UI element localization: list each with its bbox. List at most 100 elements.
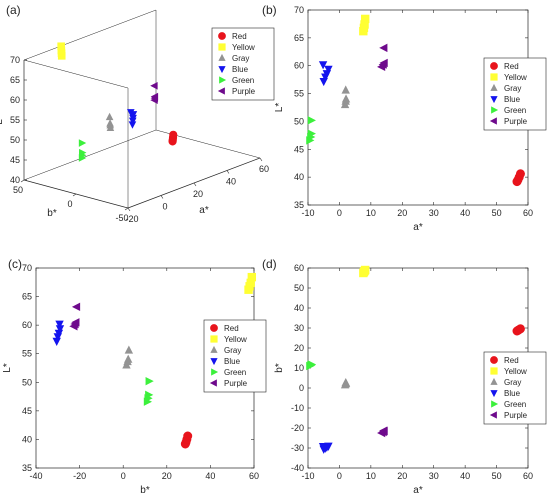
data-point-green — [145, 376, 154, 386]
x-tick-label: 40 — [460, 471, 470, 481]
series-blue — [126, 109, 138, 129]
x-tick-label: 40 — [205, 471, 215, 481]
legend-label-blue: Blue — [224, 357, 241, 366]
data-point-blue — [324, 65, 333, 74]
y-tick-label: 65 — [22, 292, 32, 302]
x-tick-label: -10 — [301, 208, 314, 218]
data-point-gray — [341, 85, 350, 94]
y-tick-label: 40 — [294, 303, 304, 313]
y-tick-label: 70 — [294, 5, 304, 15]
x-tick-label: 30 — [429, 208, 439, 218]
y-tick-label: 55 — [22, 349, 32, 359]
series-blue — [318, 442, 333, 454]
legend-marker-red — [218, 32, 226, 40]
b-axis-label: b* — [47, 208, 57, 219]
series-purple — [150, 81, 159, 104]
wall-edge — [23, 59, 129, 89]
panel-a: -200204060-5005040455055606570a*b*L*RedY… — [0, 3, 275, 224]
legend-marker-gray — [218, 53, 226, 61]
data-point-yellow — [246, 278, 255, 288]
b-tick-label: 50 — [13, 185, 23, 195]
data-point-yellow — [361, 14, 370, 24]
legend-box — [483, 351, 547, 425]
legend-label-yellow: Yellow — [224, 335, 247, 344]
y-tick-label: 60 — [294, 61, 304, 71]
l-tick-label: 65 — [10, 75, 20, 85]
data-point-yellow — [361, 265, 370, 275]
y-tick-label: 50 — [294, 116, 304, 126]
legend-marker-red — [490, 62, 498, 70]
x-tick-label: 20 — [162, 471, 172, 481]
legend-marker-yellow — [218, 43, 226, 51]
a-tick-label: 0 — [162, 202, 167, 212]
legend: Red Yellow Gray Blue Green Purple — [203, 319, 267, 393]
a-tick — [259, 157, 263, 162]
data-point-blue — [55, 320, 64, 329]
y-tick-label: 10 — [294, 363, 304, 373]
legend-label-purple: Purple — [504, 411, 528, 420]
a-tick — [226, 170, 230, 174]
y-tick-label: 45 — [22, 406, 32, 416]
floor-edge — [23, 129, 157, 181]
legend-box — [483, 57, 547, 131]
data-point-blue — [129, 114, 137, 123]
x-axis-label: a* — [413, 222, 423, 233]
x-tick-label: -10 — [301, 471, 314, 481]
data-point-purple — [379, 58, 388, 68]
legend-label-yellow: Yellow — [232, 43, 255, 52]
data-point-blue — [128, 121, 137, 129]
y-tick-label: 50 — [22, 377, 32, 387]
a-tick — [193, 182, 197, 187]
y-axis-label: b* — [274, 363, 285, 373]
y-tick-label: 40 — [22, 434, 32, 444]
data-point-green — [307, 116, 316, 125]
series-purple — [377, 43, 388, 72]
data-point-purple — [71, 302, 81, 312]
series-green — [306, 360, 316, 371]
data-point-gray — [124, 345, 134, 354]
data-point-blue — [55, 325, 65, 334]
series-gray — [340, 377, 351, 389]
y-tick-label: 60 — [294, 263, 304, 273]
legend-marker-gray — [490, 83, 498, 91]
y-tick-label: 40 — [294, 172, 304, 182]
legend-label-blue: Blue — [232, 65, 249, 74]
legend-label-yellow: Yellow — [504, 73, 527, 82]
legend-marker-purple — [489, 411, 497, 419]
x-tick-label: 0 — [121, 471, 126, 481]
y-tick-label: -20 — [291, 423, 304, 433]
data-point-yellow — [247, 272, 257, 282]
l-tick-label: 40 — [10, 175, 20, 185]
series-yellow — [244, 272, 257, 294]
y-tick-label: 0 — [299, 383, 304, 393]
b-tick-label: -50 — [115, 213, 128, 223]
x-axis-label: a* — [413, 485, 423, 496]
panel-b: -10 0 10 20 30 40 50 60 35 40 45 50 55 60 65 70 a* L* Red Y… — [262, 3, 547, 233]
y-tick-label: 65 — [294, 33, 304, 43]
l-tick-label: 60 — [10, 95, 20, 105]
legend-marker-red — [210, 324, 218, 332]
x-tick-label: 20 — [397, 208, 407, 218]
a-tick — [160, 195, 164, 199]
data-point-gray — [341, 94, 351, 103]
legend-label-purple: Purple — [232, 87, 256, 96]
legend-label-gray: Gray — [224, 346, 241, 355]
data-point-gray — [105, 112, 114, 121]
a-tick-label: 60 — [259, 164, 269, 174]
data-point-gray — [341, 377, 350, 387]
l-tick-label: 45 — [10, 155, 20, 165]
x-tick-label: -20 — [73, 471, 86, 481]
legend-marker-green — [211, 368, 219, 376]
l-tick-label: 70 — [10, 55, 20, 65]
y-tick-label: -40 — [291, 463, 304, 473]
y-tick-label: 35 — [22, 463, 32, 473]
b-tick — [124, 207, 129, 211]
b-tick — [72, 193, 77, 197]
l-axis-label: L* — [0, 115, 5, 125]
data-point-blue — [54, 329, 64, 338]
data-point-green — [307, 360, 316, 369]
legend-label-red: Red — [232, 32, 247, 41]
series-gray — [340, 85, 351, 109]
y-axis-label: L* — [2, 363, 13, 373]
